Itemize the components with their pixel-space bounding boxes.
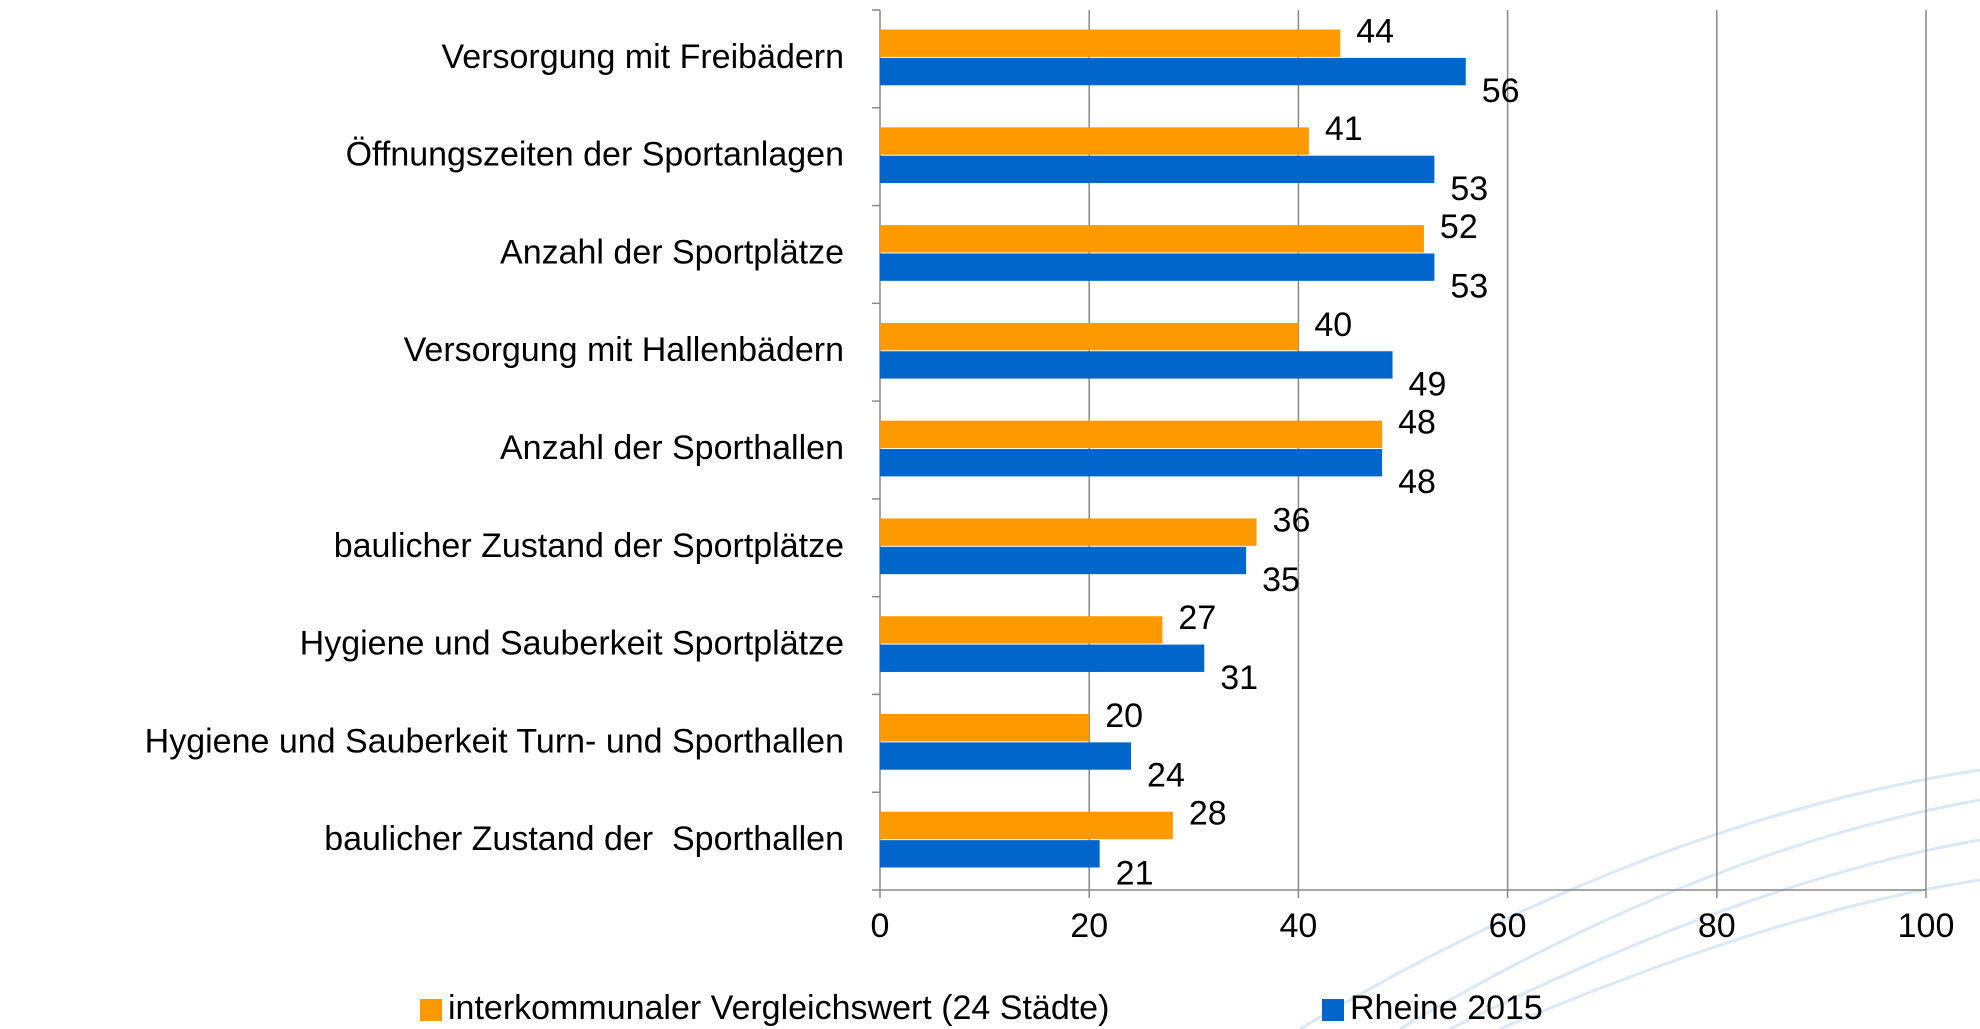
value-label: 41	[1325, 110, 1363, 148]
bar	[880, 811, 1173, 840]
y-tick-label: Versorgung mit Hallenbädern	[404, 331, 844, 369]
bar	[880, 322, 1299, 351]
x-tick-label: 100	[1898, 907, 1955, 945]
value-label: 27	[1178, 599, 1216, 637]
value-label: 20	[1105, 697, 1143, 735]
y-tick-label: baulicher Zustand der Sportplätze	[334, 527, 844, 565]
y-tick-label: Öffnungszeiten der Sportanlagen	[346, 136, 844, 174]
value-label: 56	[1482, 72, 1520, 110]
background-swoosh	[1299, 768, 1980, 1029]
y-tick-label: Versorgung mit Freibädern	[441, 38, 844, 76]
bar	[880, 29, 1341, 57]
value-label: 52	[1440, 208, 1478, 246]
value-label: 21	[1116, 854, 1154, 892]
value-label: 48	[1398, 463, 1436, 501]
value-label: 31	[1220, 659, 1258, 697]
value-label: 53	[1450, 170, 1488, 208]
legend-marker	[1322, 999, 1344, 1021]
x-tick-label: 20	[1070, 907, 1108, 945]
bar	[880, 253, 1435, 281]
bar	[880, 57, 1466, 86]
bar	[880, 644, 1205, 672]
x-tick-label: 0	[871, 907, 890, 945]
y-tick-label: Hygiene und Sauberkeit Turn- und Sportha…	[145, 722, 844, 760]
bar	[880, 518, 1257, 546]
y-tick-label: Anzahl der Sporthallen	[500, 429, 844, 467]
bar	[880, 155, 1435, 184]
legend-label: Rheine 2015	[1350, 989, 1543, 1027]
value-label: 24	[1147, 757, 1185, 795]
bar	[880, 420, 1383, 449]
bar	[880, 840, 1100, 868]
bar	[880, 714, 1090, 742]
x-tick-label: 40	[1279, 907, 1317, 945]
bar	[880, 742, 1132, 770]
value-label: 36	[1273, 501, 1311, 539]
bar	[880, 449, 1383, 477]
value-label: 49	[1409, 365, 1447, 403]
value-label: 35	[1262, 561, 1300, 599]
bar	[880, 351, 1393, 379]
value-label: 44	[1356, 12, 1394, 50]
y-tick-label: Anzahl der Sportplätze	[500, 233, 844, 271]
legend-label: interkommunaler Vergleichswert (24 Städt…	[448, 989, 1109, 1027]
value-label: 40	[1314, 306, 1352, 344]
x-tick-label: 60	[1489, 907, 1527, 945]
y-tick-label: baulicher Zustand der Sporthallen	[324, 820, 844, 858]
x-tick-label: 80	[1698, 907, 1736, 945]
bar	[880, 225, 1424, 253]
value-label: 28	[1189, 795, 1227, 833]
value-label: 48	[1398, 404, 1436, 442]
bar	[880, 127, 1309, 155]
bar	[880, 546, 1247, 575]
bar	[880, 616, 1163, 644]
legend-marker	[420, 999, 442, 1021]
value-label: 53	[1450, 268, 1488, 306]
y-tick-label: Hygiene und Sauberkeit Sportplätze	[300, 625, 844, 663]
